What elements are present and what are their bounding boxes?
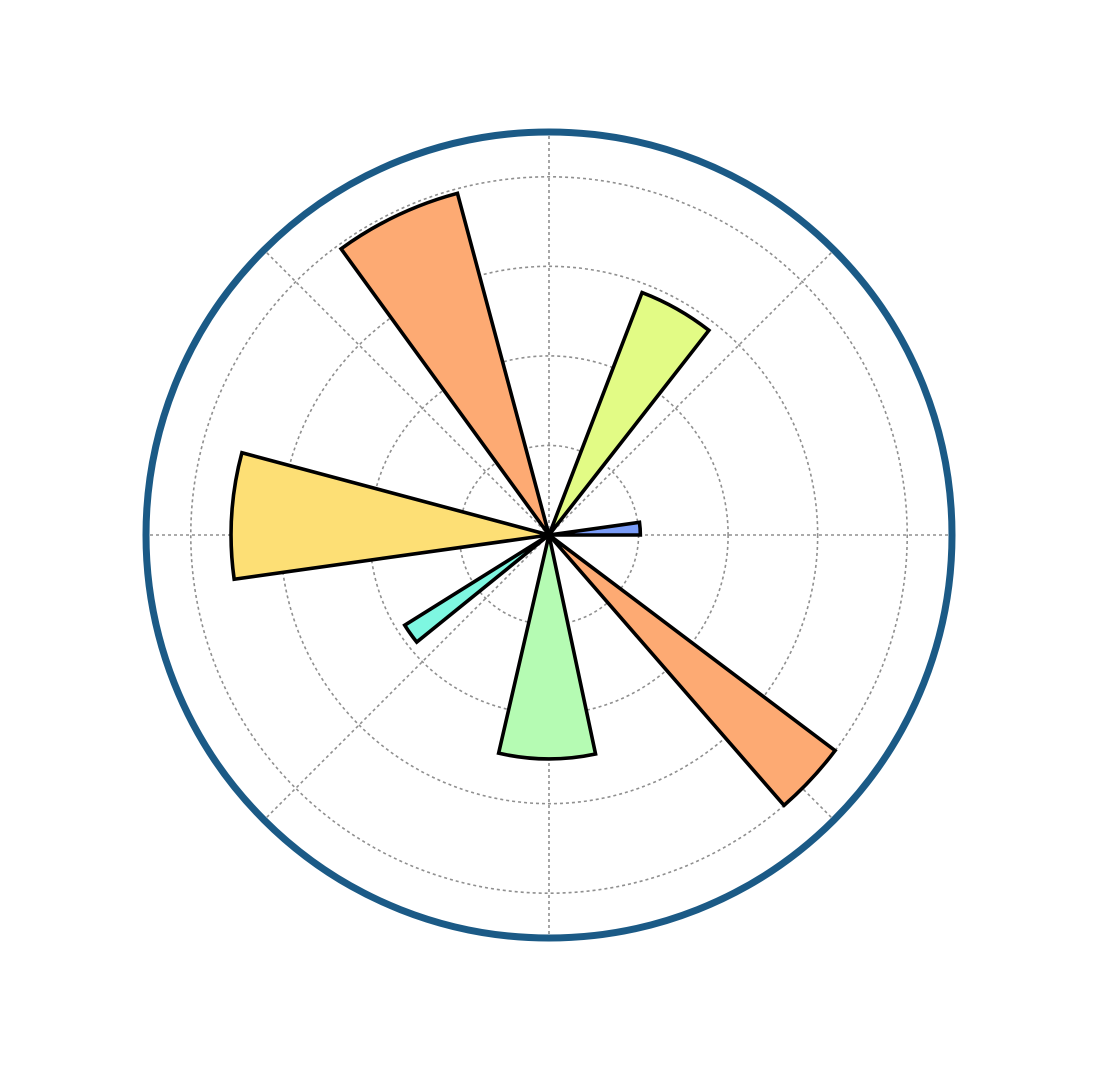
polar-bar-2	[547, 290, 712, 537]
angular-gridline-135	[263, 249, 550, 536]
angular-gridline-45	[548, 249, 835, 536]
polar-bars	[229, 191, 838, 808]
polar-bar-6	[496, 534, 598, 761]
radial-gridline-2	[369, 355, 729, 715]
radial-gridline-3	[279, 265, 819, 805]
polar-frame	[142, 128, 956, 942]
angular-gridline-225	[263, 534, 550, 821]
polar-bar-7	[547, 533, 838, 808]
polar-bar-4	[229, 450, 550, 582]
polar-bar-3	[338, 191, 551, 537]
radial-gridline-4	[189, 175, 909, 895]
polar-bar-1	[548, 520, 643, 537]
polar-bar-5	[402, 533, 551, 645]
